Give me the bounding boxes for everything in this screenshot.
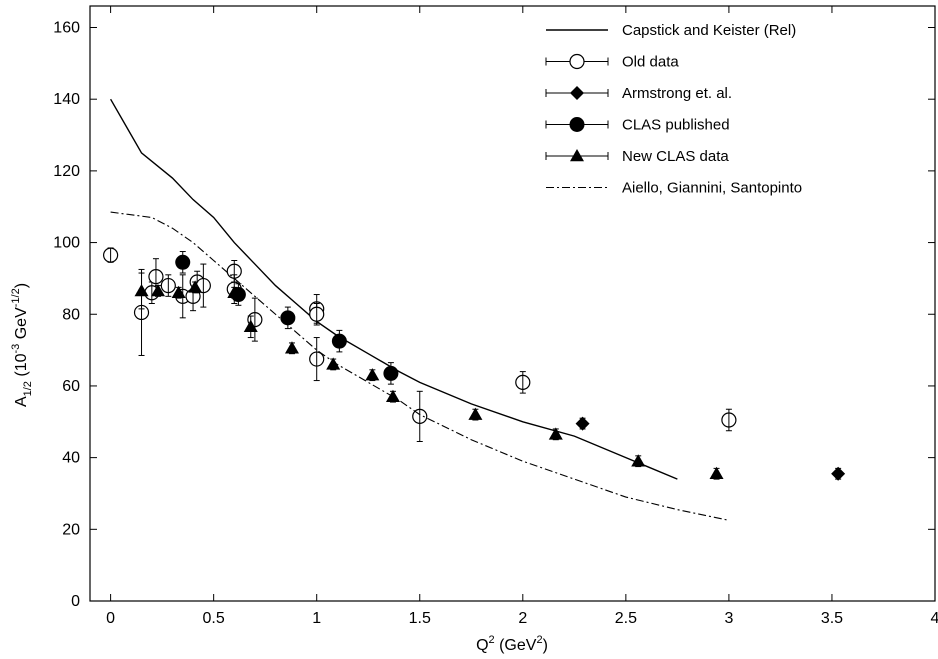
data-point [383,365,399,381]
data-point [280,310,296,326]
legend-label: Armstrong et. al. [622,85,732,102]
legend-item: CLAS published [545,117,730,134]
legend-item: Armstrong et. al. [545,85,732,102]
data-point [134,283,149,297]
x-axis-title: Q2 (GeV2) [476,634,548,654]
data-point [171,285,186,298]
legend-marker [570,86,584,100]
series [110,211,730,521]
data-point [227,285,242,298]
x-title-rest: (GeV [495,637,537,654]
legend: Capstick and Keister (Rel) Old data Armstr… [545,22,802,197]
x-tick-label: 3 [724,610,733,627]
legend-label: Capstick and Keister (Rel) [622,22,796,39]
y-tick-label: 120 [53,163,80,180]
legend-item: Capstick and Keister (Rel) [546,22,796,39]
y-title-sub: 1/2 [22,381,34,396]
data-point [575,416,590,431]
y-tick-label: 160 [53,20,80,37]
y-tick-label: 60 [62,378,80,395]
series [134,272,724,480]
x-tick-label: 2 [518,610,527,627]
y-tick-label: 20 [62,521,80,538]
y-tick-label: 100 [53,235,80,252]
x-title-base: Q [476,637,488,654]
y-title-mid: (10 [13,353,30,381]
x-tick-label: 3.5 [821,610,843,627]
data-point [365,368,380,381]
legend-marker [569,117,585,132]
data-point [188,280,203,293]
series [175,251,399,385]
data-point [151,283,166,297]
x-title-sup2: 2 [536,634,542,646]
x-tick-label: 2.5 [615,610,637,627]
data-point [243,319,258,333]
y-tick-label: 140 [53,91,80,108]
y-title-sup: -3 [10,344,22,354]
legend-marker [569,53,585,70]
x-tick-label: 0.5 [203,610,225,627]
x-tick-label: 1.5 [409,610,431,627]
series-line [110,211,730,521]
legend-item: New CLAS data [545,148,729,165]
data-point [331,333,347,349]
series [575,416,846,481]
data-point [326,357,341,370]
y-axis-title: A1/2 (10-3 GeV-1/2) [10,283,34,407]
data-point [284,341,299,354]
x-tick-label: 1 [312,610,321,627]
legend-label: Aiello, Giannini, Santopinto [622,180,802,197]
y-title-end: ) [13,283,30,288]
y-tick-label: 0 [71,593,80,610]
x-title-end: ) [543,637,548,654]
series-layer [103,98,846,521]
y-tick-label: 40 [62,450,80,467]
data-point [709,466,724,480]
y-title-sup2: -1/2 [10,288,22,307]
data-point [385,389,400,402]
series [103,247,737,442]
legend-label: New CLAS data [622,148,729,165]
data-point [548,427,563,440]
x-title-sup: 2 [489,634,495,646]
plot-frame [89,5,936,602]
y-tick-label: 80 [62,306,80,323]
legend-item: Aiello, Giannini, Santopinto [546,180,802,197]
data-point [468,407,483,420]
data-point [175,254,191,270]
x-tick-label: 4 [931,610,938,627]
legend-label: CLAS published [622,117,730,134]
data-point [831,466,846,481]
legend-marker [570,149,584,162]
y-title-mid2: GeV [13,307,30,344]
y-title-base: A [13,396,30,407]
legend-label: Old data [622,54,679,71]
data-point [631,454,646,467]
legend-item: Old data [545,53,679,71]
x-tick-label: 0 [106,610,115,627]
